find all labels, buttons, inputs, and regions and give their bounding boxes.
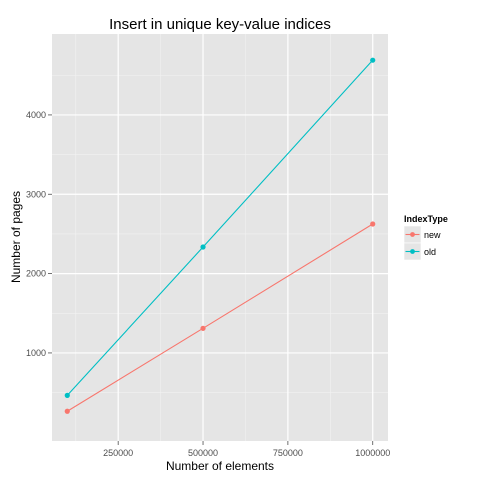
x-tick-label: 500000 [188, 448, 218, 458]
data-point-new [370, 221, 376, 227]
y-tick-label: 3000 [26, 189, 46, 199]
x-axis-title: Number of elements [166, 459, 274, 473]
series-layer [64, 57, 376, 414]
x-tick-label: 1000000 [355, 448, 390, 458]
legend-label-old: old [424, 247, 436, 257]
data-point-old [200, 244, 206, 250]
data-point-old [370, 57, 376, 63]
legend-label-new: new [424, 230, 441, 240]
x-tick-label: 750000 [273, 448, 303, 458]
y-axis: 1000 2000 3000 4000 [26, 110, 52, 358]
legend-title: IndexType [404, 214, 448, 224]
x-axis: 250000 500000 750000 1000000 [103, 441, 390, 458]
data-point-old [64, 392, 70, 398]
legend: IndexType new old [403, 214, 448, 261]
plot-panel [52, 34, 388, 441]
y-tick-label: 4000 [26, 110, 46, 120]
legend-key-point-new [410, 232, 415, 237]
data-point-new [64, 408, 70, 414]
y-axis-title: Number of pages [9, 191, 23, 283]
chart-title: Insert in unique key-value indices [109, 16, 331, 33]
major-gridlines [52, 34, 388, 441]
legend-key-point-old [410, 249, 415, 254]
x-tick-label: 250000 [103, 448, 133, 458]
y-tick-label: 1000 [26, 348, 46, 358]
data-point-new [200, 325, 206, 331]
minor-gridlines [52, 34, 388, 441]
y-tick-label: 2000 [26, 269, 46, 279]
